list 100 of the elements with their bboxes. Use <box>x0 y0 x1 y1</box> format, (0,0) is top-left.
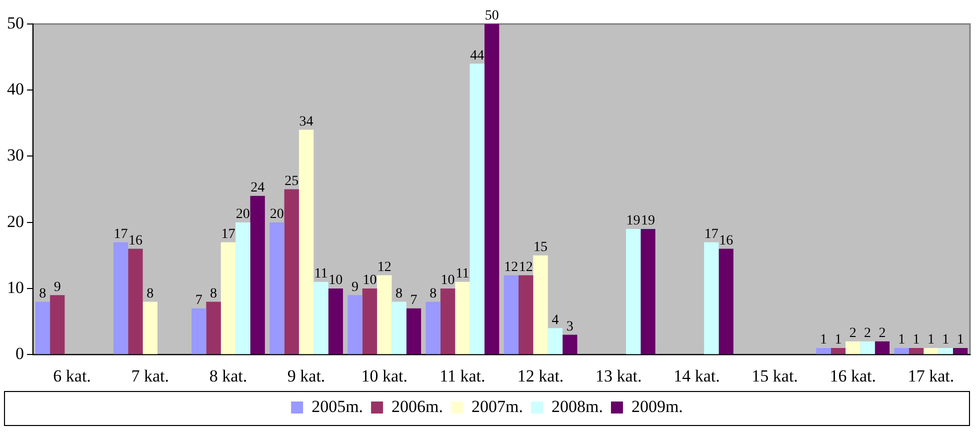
data-label: 1 <box>912 332 920 348</box>
data-label: 7 <box>195 292 202 308</box>
bar <box>518 275 534 354</box>
bar <box>35 302 50 354</box>
x-tick-label: 7 kat. <box>131 366 170 386</box>
bar <box>50 295 65 354</box>
bar <box>894 348 909 354</box>
legend-label: 2007m. <box>472 396 523 416</box>
bar <box>314 282 328 354</box>
legend-label: 2008m. <box>551 396 603 416</box>
data-label: 1 <box>927 332 934 348</box>
x-tick-label: 13 kat. <box>595 366 642 386</box>
bar <box>192 308 206 354</box>
bar <box>348 295 362 354</box>
y-tick-label: 20 <box>7 212 24 231</box>
data-label: 10 <box>328 273 343 288</box>
legend-label: 2005m. <box>312 396 364 416</box>
data-label: 3 <box>566 319 574 334</box>
data-label: 17 <box>704 226 718 242</box>
y-tick-label: 0 <box>16 344 24 364</box>
data-label: 10 <box>362 273 377 288</box>
bar <box>562 334 578 354</box>
bar <box>328 288 343 354</box>
bar <box>846 341 860 354</box>
data-label: 19 <box>626 214 640 229</box>
bar <box>113 242 128 354</box>
data-label: 1 <box>956 332 964 348</box>
bar <box>362 288 378 354</box>
data-label: 7 <box>410 292 418 308</box>
x-tick-label: 11 kat. <box>440 366 486 386</box>
data-label: 9 <box>352 280 359 295</box>
x-tick-label: 14 kat. <box>674 366 720 386</box>
data-label: 16 <box>128 233 142 248</box>
data-label: 4 <box>552 312 559 328</box>
bar <box>426 302 440 354</box>
data-label: 20 <box>270 207 284 222</box>
bar <box>718 248 734 354</box>
bar <box>220 242 236 354</box>
y-tick-label: 30 <box>7 146 24 165</box>
bar <box>830 348 846 354</box>
data-label: 1 <box>820 332 828 348</box>
data-label: 8 <box>146 286 154 302</box>
bar <box>548 328 563 354</box>
bar <box>250 196 265 354</box>
data-label: 9 <box>54 280 61 295</box>
data-label: 8 <box>396 286 403 302</box>
bar <box>626 228 641 354</box>
data-label: 11 <box>314 266 328 282</box>
data-label: 17 <box>114 226 128 242</box>
bar <box>484 24 500 354</box>
legend-label: 2006m. <box>392 396 444 416</box>
data-label: 19 <box>640 214 655 229</box>
bar <box>816 348 831 354</box>
bar <box>142 302 158 354</box>
data-label: 1 <box>834 332 842 348</box>
bar <box>924 348 938 354</box>
x-tick-label: 10 kat. <box>361 366 408 386</box>
data-label: 44 <box>470 48 484 64</box>
data-label: 34 <box>299 114 314 130</box>
bar <box>952 348 968 354</box>
data-label: 1 <box>942 332 950 348</box>
bar <box>206 302 221 354</box>
y-tick-label: 50 <box>7 13 24 32</box>
data-label: 10 <box>440 273 455 288</box>
data-label: 24 <box>250 180 265 196</box>
x-tick-label: 12 kat. <box>517 366 564 386</box>
bar <box>938 348 953 354</box>
bar <box>270 222 284 354</box>
data-label: 2 <box>878 326 886 342</box>
data-label: 12 <box>504 260 518 275</box>
x-tick-label: 15 kat. <box>752 366 798 386</box>
data-label: 17 <box>221 226 236 242</box>
bar <box>640 228 656 354</box>
bar <box>874 341 890 354</box>
bar <box>284 189 299 354</box>
bar <box>392 302 406 354</box>
bar <box>406 308 422 354</box>
data-label: 8 <box>210 286 218 302</box>
bar <box>236 222 250 354</box>
bar <box>298 130 314 354</box>
x-tick-label: 9 kat. <box>287 366 326 386</box>
x-tick-label: 8 kat. <box>209 366 248 386</box>
legend-label: 2009m. <box>631 396 683 416</box>
bar <box>440 288 456 354</box>
y-tick-label: 40 <box>7 80 24 99</box>
y-tick-label: 10 <box>7 278 24 297</box>
data-label: 50 <box>484 8 499 24</box>
data-label: 8 <box>430 286 437 302</box>
bar <box>377 275 392 354</box>
x-tick-label: 17 kat. <box>908 366 954 386</box>
data-label: 20 <box>236 207 250 222</box>
bar <box>504 275 519 354</box>
bar <box>533 255 548 354</box>
bar <box>704 242 719 354</box>
bar <box>455 282 470 354</box>
bar <box>470 64 484 354</box>
bar <box>908 348 924 354</box>
data-label: 15 <box>534 240 548 256</box>
data-label: 1 <box>898 332 906 348</box>
data-label: 16 <box>719 233 734 248</box>
